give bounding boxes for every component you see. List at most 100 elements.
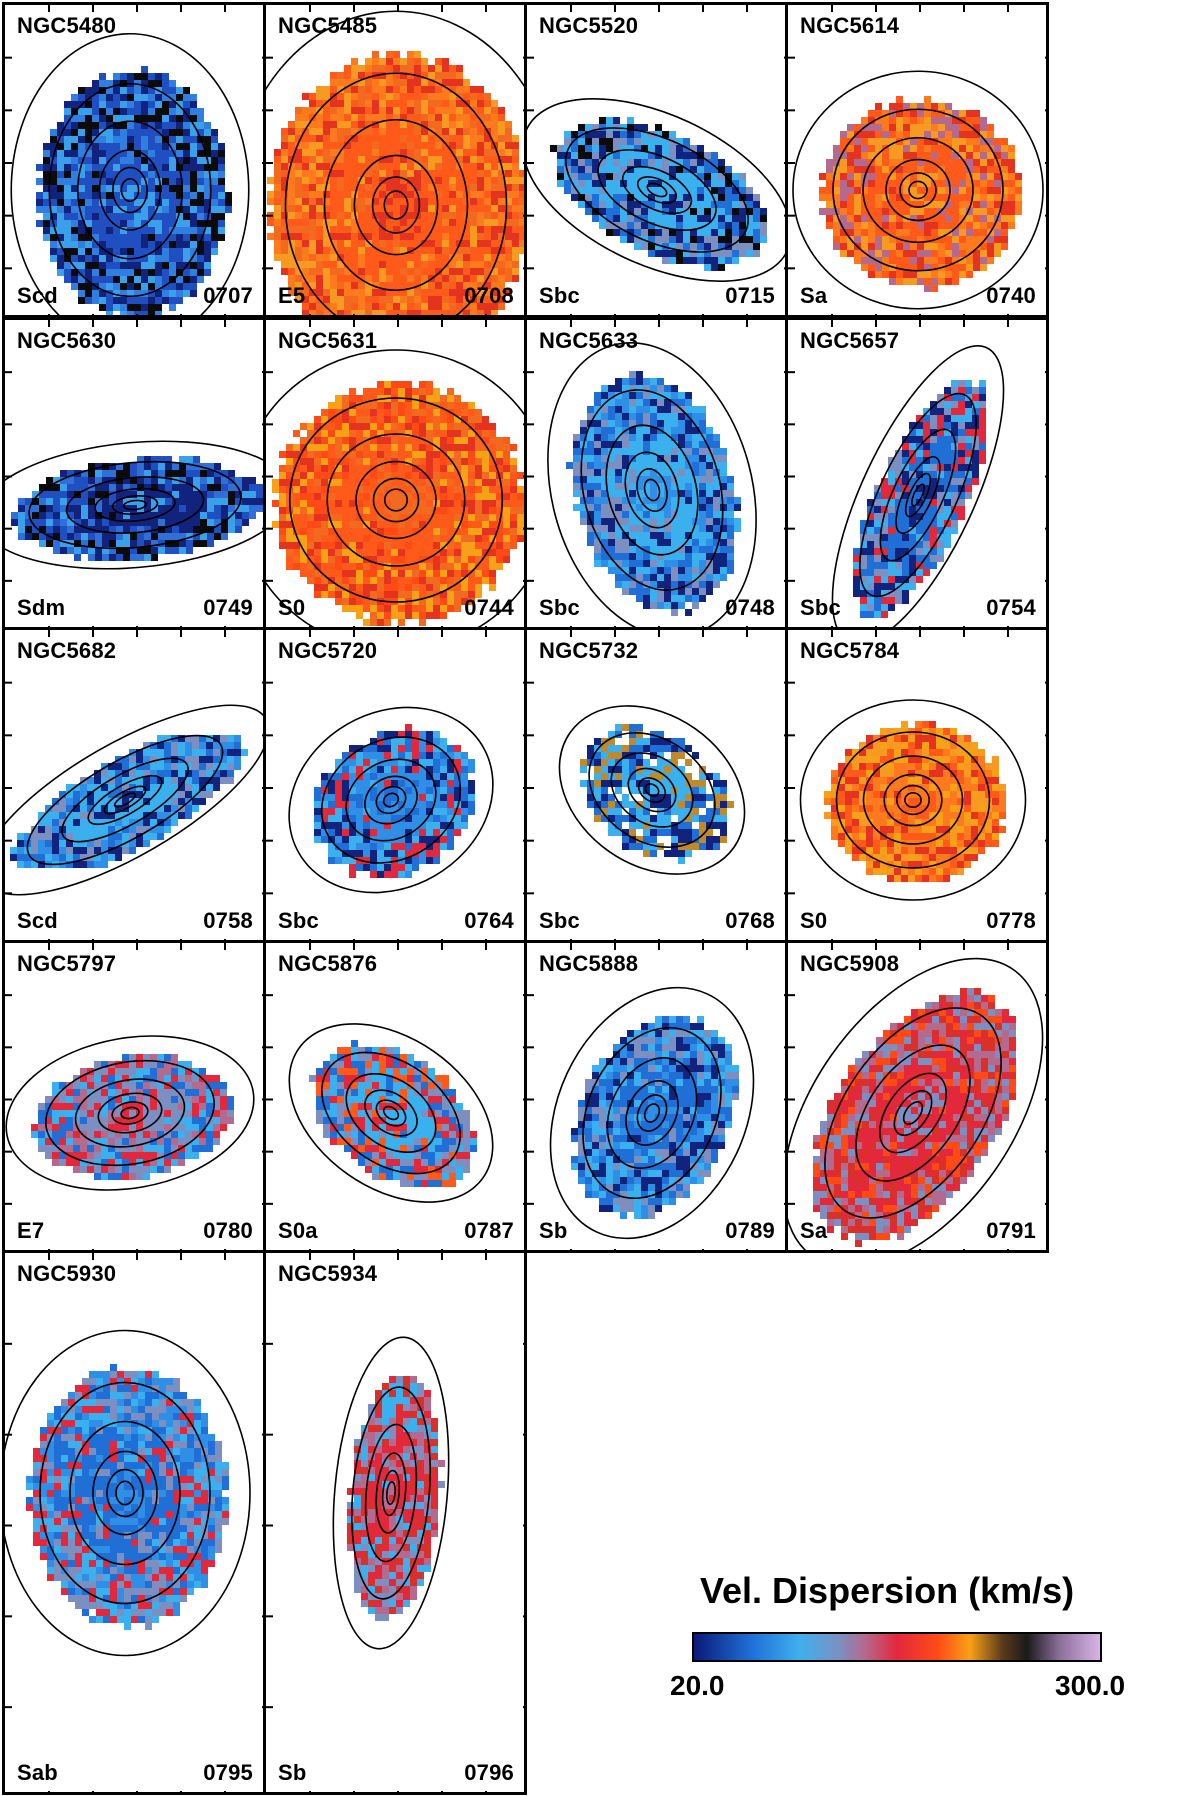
axis-ticks [5, 320, 263, 627]
galaxy-name: NGC5480 [17, 13, 117, 38]
morphological-type: Sbc [539, 908, 580, 933]
galaxy-map [788, 320, 1046, 627]
axis-ticks [788, 5, 1046, 315]
galaxy-panel-ngc5908: NGC5908 Sa 0791 [785, 940, 1049, 1253]
califa-id: 0754 [986, 595, 1036, 620]
galaxy-name: NGC5682 [17, 638, 117, 663]
axis-ticks [527, 320, 785, 627]
morphological-type: Sbc [800, 595, 841, 620]
galaxy-name: NGC5485 [278, 13, 378, 38]
galaxy-panel-ngc5657: NGC5657 Sbc 0754 [785, 317, 1049, 630]
dispersion-map-pixels [36, 66, 232, 315]
califa-id: 0795 [203, 1760, 253, 1785]
galaxy-name: NGC5657 [800, 328, 900, 353]
galaxy-panel-ngc5633: NGC5633 Sbc 0748 [524, 317, 788, 630]
morphological-type: E5 [278, 283, 306, 308]
axis-ticks [527, 630, 785, 940]
galaxy-panel-ngc5614: NGC5614 Sa 0740 [785, 2, 1049, 318]
califa-id: 0796 [464, 1760, 514, 1785]
morphological-type: Sab [17, 1760, 58, 1785]
isophote-contours [792, 70, 1044, 310]
galaxy-name: NGC5784 [800, 638, 900, 663]
morphological-type: E7 [17, 1218, 45, 1243]
morphological-type: Sbc [539, 283, 580, 308]
galaxy-map [5, 1253, 263, 1792]
galaxy-map [5, 943, 263, 1250]
galaxy-panel-ngc5480: NGC5480 Scd 0707 [2, 2, 266, 318]
galaxy-name: NGC5876 [278, 951, 378, 976]
galaxy-panel-ngc5520: NGC5520 Sbc 0715 [524, 2, 788, 318]
galaxy-map [266, 320, 524, 627]
legend-title: Vel. Dispersion (km/s) [700, 1570, 1075, 1611]
morphological-type: Sb [539, 1218, 568, 1243]
galaxy-panel-ngc5630: NGC5630 Sdm 0749 [2, 317, 266, 630]
morphological-type: Sbc [278, 908, 319, 933]
dispersion-map-pixels [819, 96, 1022, 292]
isophote-contours [549, 986, 755, 1240]
galaxy-name: NGC5732 [539, 638, 639, 663]
morphological-type: Scd [17, 908, 58, 933]
morphological-type: S0 [278, 595, 306, 620]
califa-id: 0780 [203, 1218, 253, 1243]
axis-ticks [266, 320, 524, 627]
califa-id: 0715 [725, 283, 775, 308]
galaxy-name: NGC5631 [278, 328, 378, 353]
galaxy-name: NGC5934 [278, 1261, 378, 1286]
dispersion-map-pixels [314, 724, 475, 878]
dispersion-map-pixels [31, 1054, 234, 1180]
galaxy-map [5, 5, 263, 315]
isophote-contours [788, 957, 1044, 1250]
dispersion-map-pixels [813, 988, 1016, 1247]
califa-id: 0789 [725, 1218, 775, 1243]
califa-id: 0749 [203, 595, 253, 620]
isophote-contours [266, 10, 524, 315]
galaxy-name: NGC5633 [539, 328, 639, 353]
isophote-contours [288, 706, 494, 894]
galaxy-panel-ngc5797: NGC5797 E7 0780 [2, 940, 266, 1253]
isophote-contours [558, 705, 746, 875]
califa-id: 0764 [464, 908, 514, 933]
morphological-type: S0 [800, 908, 828, 933]
galaxy-map [266, 943, 524, 1250]
isophote-contours [5, 704, 263, 896]
dispersion-map-pixels [26, 1364, 229, 1630]
galaxy-map [788, 943, 1046, 1250]
dispersion-map-pixels [10, 735, 248, 868]
galaxy-panel-ngc5720: NGC5720 Sbc 0764 [263, 627, 527, 943]
galaxy-map [527, 5, 785, 315]
legend-colorbar [692, 1632, 1102, 1662]
legend-max-value: 300.0 [1055, 1670, 1126, 1701]
dispersion-map-pixels [272, 381, 524, 626]
axis-ticks [266, 943, 524, 1250]
galaxy-name: NGC5720 [278, 638, 378, 663]
califa-id: 0748 [725, 595, 775, 620]
califa-id: 0708 [464, 283, 514, 308]
dispersion-map-pixels [566, 371, 741, 616]
galaxy-name: NGC5797 [17, 951, 117, 976]
galaxy-panel-ngc5485: NGC5485 E5 0708 [263, 2, 527, 318]
galaxy-panel-ngc5784: NGC5784 S0 0778 [785, 627, 1049, 943]
galaxy-panel-ngc5930: NGC5930 Sab 0795 [2, 1250, 266, 1795]
isophote-contours [332, 1336, 450, 1650]
galaxy-map [527, 320, 785, 627]
morphological-type: Scd [17, 283, 58, 308]
galaxy-name: NGC5930 [17, 1261, 117, 1286]
califa-id: 0787 [464, 1218, 514, 1243]
axis-ticks [527, 5, 785, 315]
morphological-type: Sb [278, 1760, 307, 1785]
axis-ticks [788, 320, 1046, 627]
axis-ticks [5, 943, 263, 1250]
morphological-type: Sa [800, 1218, 828, 1243]
dispersion-map-pixels [550, 117, 767, 271]
dispersion-map-pixels [853, 380, 986, 618]
galaxy-map [266, 630, 524, 940]
galaxy-panel-ngc5888: NGC5888 Sb 0789 [524, 940, 788, 1253]
dispersion-map-pixels [824, 721, 1006, 882]
morphological-type: S0a [278, 1218, 318, 1243]
califa-id: 0768 [725, 908, 775, 933]
galaxy-map [266, 5, 524, 315]
galaxy-panel-ngc5876: NGC5876 S0a 0787 [263, 940, 527, 1253]
galaxy-panel-ngc5732: NGC5732 Sbc 0768 [524, 627, 788, 943]
isophote-contours [5, 1035, 255, 1191]
